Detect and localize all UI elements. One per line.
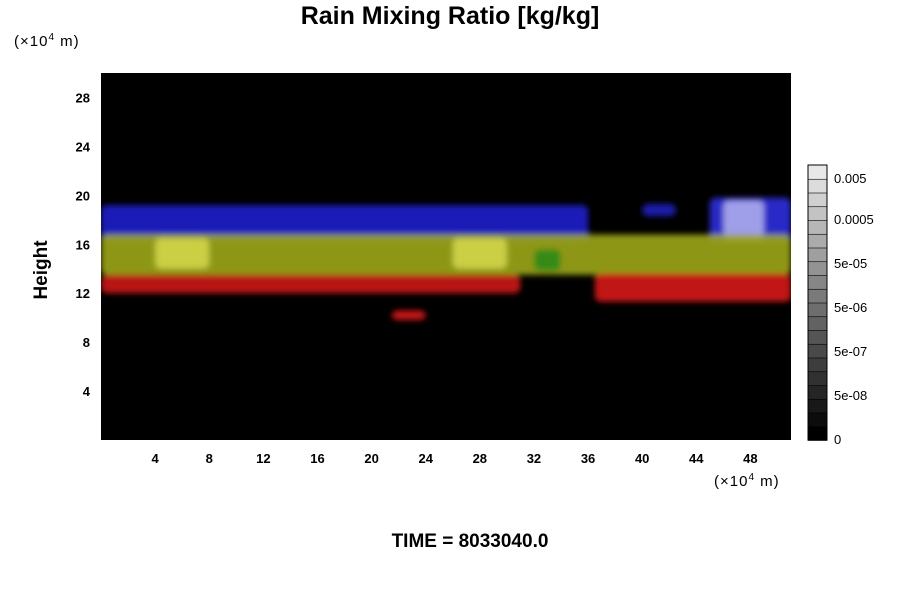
y-unit-exponent: 4	[48, 32, 56, 43]
x-tick-label: 36	[581, 451, 595, 466]
colorbar-label: 5e-05	[834, 256, 867, 271]
rain-feature	[155, 238, 210, 269]
colorbar-label: 0	[834, 432, 841, 447]
colorbar-level	[807, 302, 828, 318]
colorbar-level	[807, 412, 828, 428]
y-tick-label: 16	[76, 237, 90, 252]
colorbar: 0.005 0.0005 5e-05 5e-06 5e-07 5e-08 0	[807, 164, 874, 447]
rain-feature	[101, 234, 791, 275]
x-tick-label: 16	[310, 451, 324, 466]
rain-feature	[452, 238, 507, 269]
colorbar-level	[807, 247, 828, 263]
x-ticks: 4 8 12 16 20 24 28 32 36 40 44 48	[152, 435, 758, 466]
colorbar-level	[807, 343, 828, 359]
colorbar-level	[807, 357, 828, 373]
y-tick-label: 12	[76, 286, 90, 301]
colorbar-level	[807, 205, 828, 221]
colorbar-label: 5e-07	[834, 344, 867, 359]
y-unit-prefix: (×10	[14, 33, 49, 50]
colorbar-level	[807, 398, 828, 414]
x-tick-label: 4	[152, 451, 160, 466]
x-tick-label: 28	[473, 451, 487, 466]
y-unit-suffix: m)	[55, 33, 80, 50]
x-tick-label: 12	[256, 451, 270, 466]
x-unit-prefix: (×10	[714, 473, 749, 490]
colorbar-level	[807, 329, 828, 345]
rain-feature	[391, 310, 426, 321]
y-tick-label: 20	[76, 188, 90, 203]
y-axis-unit: (×104 m)	[14, 32, 80, 50]
colorbar-level	[807, 260, 828, 276]
colorbar-level	[807, 192, 828, 208]
colorbar-label: 0.005	[834, 171, 867, 186]
colorbar-level	[807, 178, 828, 194]
colorbar-level	[807, 219, 828, 235]
colorbar-level	[807, 288, 828, 304]
x-unit-exponent: 4	[748, 472, 756, 483]
colorbar-level	[807, 164, 828, 180]
y-tick-label: 24	[76, 139, 91, 154]
rain-feature	[723, 200, 764, 242]
colorbar-level	[807, 315, 828, 331]
x-tick-label: 20	[364, 451, 378, 466]
colorbar-label: 0.0005	[834, 212, 874, 227]
rain-feature	[533, 249, 561, 272]
x-tick-label: 48	[743, 451, 757, 466]
colorbar-level	[807, 370, 828, 386]
rain-features	[101, 197, 791, 321]
colorbar-level	[807, 384, 828, 400]
colorbar-frame	[807, 164, 828, 441]
x-tick-label: 24	[418, 451, 433, 466]
x-unit-suffix: m)	[755, 473, 780, 490]
rain-feature	[101, 274, 521, 294]
rain-feature	[642, 203, 676, 217]
x-axis-unit: (×104 m)	[714, 472, 780, 490]
y-tick-label: 8	[83, 335, 90, 350]
y-ticks: 4 8 12 16 20 24 28	[76, 90, 91, 399]
x-tick-label: 8	[206, 451, 213, 466]
colorbar-level	[807, 425, 828, 441]
time-label: TIME = 8033040.0	[391, 531, 549, 552]
x-tick-label: 32	[527, 451, 541, 466]
x-tick-label: 44	[689, 451, 704, 466]
rain-feature	[594, 273, 791, 302]
y-tick-label: 28	[76, 90, 90, 105]
chart-title: Rain Mixing Ratio [kg/kg]	[300, 2, 600, 30]
colorbar-level	[807, 233, 828, 249]
colorbar-label: 5e-08	[834, 388, 867, 403]
colorbar-label: 5e-06	[834, 300, 867, 315]
y-tick-label: 4	[83, 384, 91, 399]
x-tick-label: 40	[635, 451, 649, 466]
rain-feature	[101, 205, 589, 242]
colorbar-level	[807, 274, 828, 290]
